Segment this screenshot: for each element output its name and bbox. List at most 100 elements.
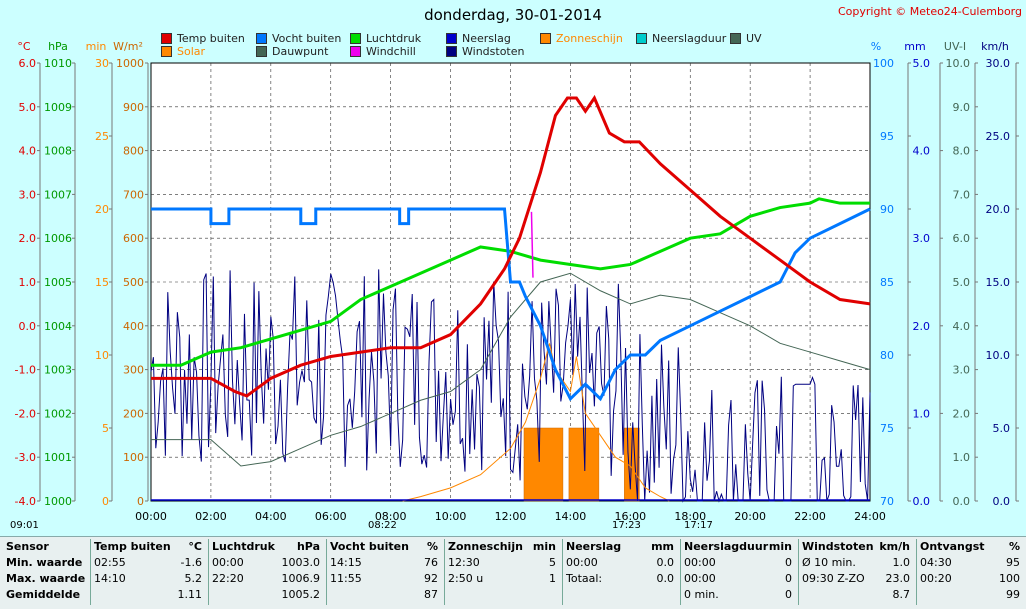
- uv-axis-tick: 5.0: [953, 276, 971, 289]
- stats-cell: 92: [424, 572, 438, 585]
- uv-axis-tick: 8.0: [953, 145, 971, 158]
- stats-cell: 00:20: [920, 572, 952, 585]
- legend-label: Solar: [177, 45, 206, 58]
- stats-cell: 1: [549, 572, 556, 585]
- sunrise-label: 08:22: [368, 520, 397, 531]
- temp-axis-tick: 1.0: [19, 276, 37, 289]
- sunshine-axis-tick: 25: [95, 130, 109, 143]
- stats-divider: [444, 539, 445, 605]
- stats-row: 1.11: [94, 587, 203, 603]
- legend-item: Zonneschijn: [540, 32, 623, 45]
- stats-cell: 00:00: [684, 556, 716, 569]
- temp-axis-tick: -3.0: [15, 451, 36, 464]
- stats-cell: 11:55: [330, 572, 362, 585]
- time-tick: 24:00: [854, 510, 886, 523]
- pressure-axis-tick: 1005: [44, 276, 72, 289]
- time-tick: 00:00: [135, 510, 167, 523]
- pressure-axis-tick: 1003: [44, 364, 72, 377]
- vocht-buiten-line: [151, 207, 871, 402]
- stats-cell: 99: [1006, 588, 1020, 601]
- stats-cell: 22:20: [212, 572, 244, 585]
- stats-column: Zonneschijn min 12:30 5 2:50 u 1: [448, 539, 556, 587]
- stats-cell: Ø 10 min.: [802, 556, 856, 569]
- legend-item: UV: [730, 32, 762, 45]
- stats-column: Neerslag mm 00:00 0.0 Totaal: 0.0: [566, 539, 674, 587]
- time-tick: 12:00: [495, 510, 527, 523]
- stats-column: Sensor Min. waarde Max. waarde Gemiddelde: [6, 539, 92, 603]
- legend-swatch: [446, 33, 457, 44]
- stats-cell: 5: [549, 556, 556, 569]
- time-tick: 20:00: [734, 510, 766, 523]
- stats-divider: [90, 539, 91, 605]
- stats-cell: 76: [424, 556, 438, 569]
- solar-axis-tick: 0: [137, 495, 144, 508]
- windchill-line: [530, 211, 534, 278]
- stats-row: 87: [330, 587, 438, 603]
- humidity-axis-tick: 90: [880, 203, 894, 216]
- stats-cell: Min. waarde: [6, 556, 83, 569]
- stats-row: 99: [920, 587, 1020, 603]
- wind-axis-tick: 15.0: [986, 276, 1011, 289]
- stats-cell: Gemiddelde: [6, 588, 81, 601]
- temp-axis-tick: -4.0: [15, 495, 36, 508]
- stats-divider: [798, 539, 799, 605]
- stats-cell: 12:30: [448, 556, 480, 569]
- twilight-start-label: 09:01: [10, 520, 39, 531]
- uv-axis-tick: 6.0: [953, 232, 971, 245]
- rain-axis-tick: 0.0: [913, 495, 931, 508]
- stats-cell: Zonneschijn: [448, 540, 523, 553]
- sunshine-axis-tick: 15: [95, 276, 109, 289]
- pressure-axis-tick: 1000: [44, 495, 72, 508]
- legend-label: Luchtdruk: [366, 32, 422, 45]
- rain-axis-tick: 4.0: [913, 145, 931, 158]
- sunshine-axis-tick: 30: [95, 57, 109, 70]
- stats-cell: 1006.9: [281, 572, 321, 585]
- pressure-axis-tick: 1010: [44, 57, 72, 70]
- uv-axis-tick: 1.0: [953, 451, 971, 464]
- stats-row: 09:30 Z-ZO 23.0: [802, 571, 910, 587]
- uv-axis-tick: 7.0: [953, 188, 971, 201]
- uv-axis-tick: 2.0: [953, 407, 971, 420]
- stats-cell: 0 min.: [684, 588, 719, 601]
- solar-axis-tick: 200: [123, 407, 144, 420]
- stats-row: Totaal: 0.0: [566, 571, 674, 587]
- rain-axis-tick: 1.0: [913, 407, 931, 420]
- stats-row: 22:20 1006.9: [212, 571, 320, 587]
- legend-label: Windchill: [366, 45, 416, 58]
- pressure-axis-tick: 1008: [44, 145, 72, 158]
- legend-swatch: [256, 33, 267, 44]
- stats-row: Sensor: [6, 539, 92, 555]
- time-tick: 10:00: [435, 510, 467, 523]
- stats-row: 8.7: [802, 587, 911, 603]
- stats-row: 12:30 5: [448, 555, 556, 571]
- copyright-label: Copyright © Meteo24-Culemborg: [838, 5, 1022, 18]
- stats-cell: °C: [188, 540, 202, 553]
- stats-row: 00:00 0.0: [566, 555, 674, 571]
- stats-cell: min: [768, 540, 792, 553]
- legend-swatch: [350, 33, 361, 44]
- temp-axis-tick: 2.0: [19, 232, 37, 245]
- stats-column: Temp buiten °C 02:55 -1.6 14:10 5.2 1.11: [94, 539, 202, 603]
- stats-cell: 14:10: [94, 572, 126, 585]
- uv-axis-tick: 4.0: [953, 320, 971, 333]
- legend-label: Windstoten: [462, 45, 525, 58]
- humidity-axis-tick: 70: [880, 495, 894, 508]
- stats-column: Vocht buiten% 14:15 76 11:55 92 87: [330, 539, 438, 603]
- stats-cell: Ontvangst: [920, 540, 985, 553]
- stats-cell: 00:00: [212, 556, 244, 569]
- stats-cell: 14:15: [330, 556, 362, 569]
- stats-row: 02:55 -1.6: [94, 555, 202, 571]
- stats-cell: %: [426, 540, 438, 553]
- legend-label: Temp buiten: [177, 32, 245, 45]
- stats-divider: [680, 539, 681, 605]
- pressure-axis-tick: 1006: [44, 232, 72, 245]
- stats-cell: 95: [1006, 556, 1020, 569]
- luchtdruk-line: [151, 197, 870, 367]
- stats-row: 00:00 1003.0: [212, 555, 320, 571]
- stats-cell: Windstoten: [802, 540, 874, 553]
- stats-row: 00:00 0: [684, 555, 792, 571]
- stats-cell: Neerslag: [566, 540, 622, 553]
- stats-row: Windstoten km/h: [802, 539, 910, 555]
- stats-row: Max. waarde: [6, 571, 92, 587]
- stats-cell: 1003.0: [281, 556, 321, 569]
